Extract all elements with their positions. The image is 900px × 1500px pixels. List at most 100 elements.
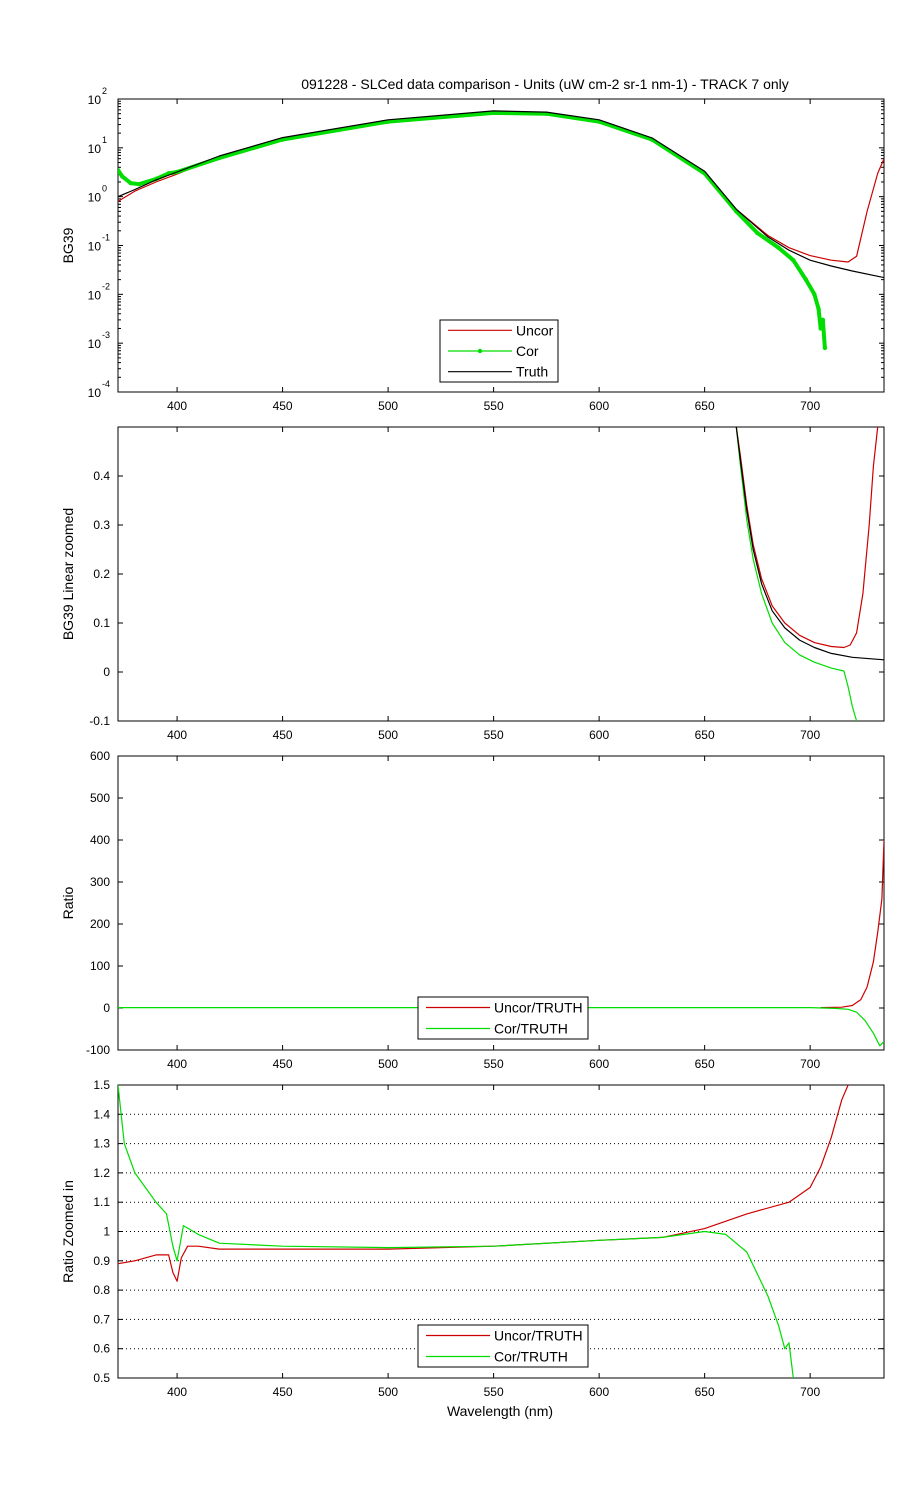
y-tick-label: 0.3 bbox=[93, 518, 110, 532]
legend: Uncor/TRUTH Cor/TRUTH bbox=[417, 1324, 589, 1368]
series-line-uncor bbox=[735, 427, 879, 649]
y-tick-label: 500 bbox=[90, 791, 110, 805]
y-tick-label: 200 bbox=[90, 917, 110, 931]
series-line-truth bbox=[735, 427, 884, 661]
y-axis-title: Ratio Zoomed in bbox=[60, 1180, 76, 1283]
x-tick-label: 400 bbox=[167, 1057, 187, 1071]
x-tick-label: 600 bbox=[589, 399, 609, 413]
data-point bbox=[822, 345, 828, 351]
legend-box bbox=[417, 1324, 589, 1368]
panel-4: 400 450 500 550 600 650 700 0.5 0.6 0.7 0.8 0.9 1 1.1… bbox=[60, 1078, 885, 1399]
x-tick-label: 450 bbox=[273, 1385, 293, 1399]
series-group bbox=[118, 1085, 849, 1378]
x-tick-label: 700 bbox=[800, 399, 820, 413]
y-tick-label: 0.1 bbox=[93, 616, 110, 630]
y-axis-title: Ratio bbox=[60, 886, 76, 919]
y-tick-exponent: -1 bbox=[102, 233, 110, 243]
series-line-uncor-truth bbox=[820, 839, 884, 1009]
data-point bbox=[118, 167, 121, 173]
y-tick-label: 10 bbox=[88, 240, 102, 254]
y-tick-label: 600 bbox=[90, 749, 110, 763]
y-tick-label: 0 bbox=[103, 1001, 110, 1015]
y-tick-label: 0 bbox=[103, 665, 110, 679]
x-tick-label: 600 bbox=[589, 728, 609, 742]
legend: Uncor Cor Truth bbox=[439, 319, 559, 383]
y-tick-label: 10 bbox=[88, 93, 102, 107]
y-tick-label: -0.1 bbox=[89, 714, 110, 728]
legend: Uncor/TRUTH Cor/TRUTH bbox=[417, 996, 589, 1040]
series-line-cor bbox=[735, 427, 858, 721]
data-point bbox=[120, 174, 125, 179]
series-group bbox=[118, 839, 884, 1047]
data-point bbox=[820, 317, 826, 323]
x-tick-label: 600 bbox=[589, 1385, 609, 1399]
y-tick-exponent: 0 bbox=[102, 184, 107, 194]
x-tick-label: 650 bbox=[695, 1385, 715, 1399]
y-tick-label: 1.2 bbox=[93, 1166, 110, 1180]
x-tick-label: 500 bbox=[378, 399, 398, 413]
series-group bbox=[118, 110, 884, 351]
x-tick-label: 400 bbox=[167, 728, 187, 742]
figure-title: 091228 - SLCed data comparison - Units (… bbox=[301, 76, 789, 92]
y-axis-title: BG39 bbox=[60, 227, 76, 263]
x-tick-label: 550 bbox=[484, 1057, 504, 1071]
data-point bbox=[776, 245, 781, 250]
y-tick-label: 0.6 bbox=[93, 1342, 110, 1356]
legend-label: Uncor bbox=[516, 322, 554, 338]
y-tick-label: 1.4 bbox=[93, 1107, 110, 1121]
y-tick-label: 0.2 bbox=[93, 567, 110, 581]
x-tick-label: 550 bbox=[484, 399, 504, 413]
x-tick-label: 400 bbox=[167, 1385, 187, 1399]
y-tick-exponent: 1 bbox=[102, 135, 107, 145]
legend-label: Truth bbox=[516, 364, 548, 380]
y-tick-label: 0.9 bbox=[93, 1254, 110, 1268]
y-tick-exponent: -2 bbox=[102, 281, 110, 291]
x-tick-label: 700 bbox=[800, 1057, 820, 1071]
panel-3: 400 450 500 550 600 650 700 -100 0 100 200 300 400 50… bbox=[60, 749, 885, 1071]
legend-label: Cor/TRUTH bbox=[494, 1349, 568, 1365]
data-point bbox=[803, 277, 809, 282]
x-axis-title: Wavelength (nm) bbox=[447, 1403, 553, 1419]
axes-box bbox=[117, 1084, 885, 1379]
y-tick-label: 10 bbox=[88, 191, 102, 205]
x-tick-label: 500 bbox=[378, 728, 398, 742]
series-line-cor-truth bbox=[118, 1085, 794, 1378]
y-tick-exponent: 2 bbox=[102, 86, 107, 96]
y-axis-title: BG39 Linear zoomed bbox=[60, 508, 76, 640]
panels: 400 450 500 550 600 650 70010210110010-110-210… bbox=[60, 86, 885, 1399]
series-group bbox=[735, 427, 884, 721]
y-tick-label: 10 bbox=[88, 142, 102, 156]
legend-label: Uncor/TRUTH bbox=[494, 1328, 583, 1344]
data-point bbox=[755, 230, 760, 236]
y-tick-label: 10 bbox=[88, 288, 102, 302]
x-tick-label: 650 bbox=[695, 399, 715, 413]
data-point bbox=[812, 292, 817, 297]
x-tick-label: 650 bbox=[695, 728, 715, 742]
x-tick-label: 600 bbox=[589, 1057, 609, 1071]
y-tick-label: 0.8 bbox=[93, 1283, 110, 1297]
y-tick-label: 1 bbox=[103, 1225, 110, 1239]
y-tick-label: 300 bbox=[90, 875, 110, 889]
y-tick-label: 1.3 bbox=[93, 1137, 110, 1151]
y-tick-label: 10 bbox=[88, 337, 102, 351]
x-tick-label: 550 bbox=[484, 728, 504, 742]
axes-box bbox=[117, 755, 885, 1051]
legend-marker bbox=[477, 348, 483, 354]
y-tick-label: 0.7 bbox=[93, 1312, 110, 1326]
data-point bbox=[136, 182, 142, 187]
legend-label: Uncor/TRUTH bbox=[494, 1000, 583, 1016]
data-point bbox=[818, 326, 823, 331]
axes-box bbox=[117, 98, 885, 393]
legend-box bbox=[417, 996, 589, 1040]
y-tick-label: 10 bbox=[88, 386, 102, 400]
x-tick-label: 450 bbox=[273, 1057, 293, 1071]
x-tick-label: 500 bbox=[378, 1385, 398, 1399]
legend-label: Cor/TRUTH bbox=[494, 1021, 568, 1037]
data-point bbox=[791, 258, 796, 263]
legend-label: Cor bbox=[516, 343, 539, 359]
panel-2: 400 450 500 550 600 650 700 -0.1 0 0.1 0.2 0.3 0.4 BG… bbox=[60, 426, 885, 742]
series-line-uncor-truth bbox=[118, 1085, 849, 1282]
x-tick-label: 700 bbox=[800, 1385, 820, 1399]
